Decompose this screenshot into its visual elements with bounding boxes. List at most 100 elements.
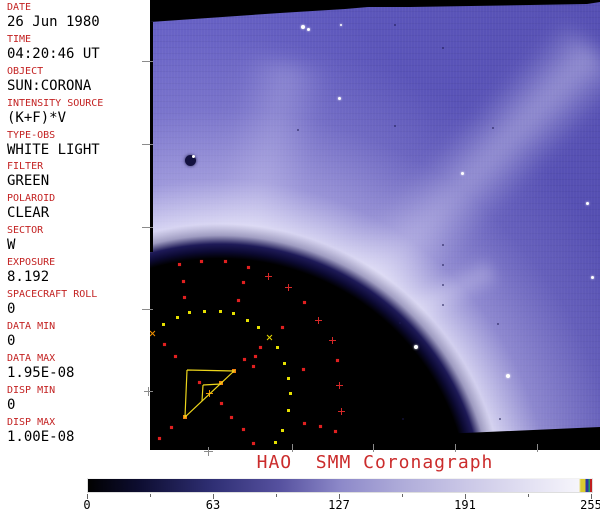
metadata-label: DISP MIN [7, 384, 56, 396]
red-fiducial-dot [219, 401, 223, 405]
colorbar-gradient [87, 478, 593, 493]
red-fiducial-dot [162, 342, 166, 346]
metadata-value: 1.00E-08 [7, 428, 75, 445]
yellow-fiducial-dot [231, 311, 235, 315]
bottom-edge-tick [292, 444, 293, 452]
pointer-polygon-line [201, 384, 204, 402]
image-edge-left [150, 22, 153, 252]
coronagraph-image [150, 0, 600, 450]
star-dot [506, 374, 510, 378]
metadata-item: INTENSITY SOURCE (K+F)*V [7, 98, 150, 130]
star-dot [585, 201, 589, 205]
red-fiducial-cross [314, 316, 322, 324]
image-title: HAO SMM Coronagraph [256, 452, 494, 473]
bottom-edge-tick [537, 444, 538, 452]
yellow-fiducial-dot [218, 309, 222, 313]
star-dot [460, 171, 464, 175]
metadata-label: TIME [7, 33, 32, 45]
yellow-fiducial-dot [273, 440, 277, 444]
red-fiducial-dot [246, 265, 250, 269]
metadata-item: SPACECRAFT ROLL 0 [7, 289, 150, 321]
metadata-value: SUN:CORONA [7, 77, 92, 94]
metadata-label: DATA MAX [7, 352, 56, 364]
metadata-label: DATA MIN [7, 320, 56, 332]
metadata-label: INTENSITY SOURCE [7, 97, 104, 109]
metadata-label: POLAROID [7, 193, 56, 205]
red-fiducial-dot [173, 354, 177, 358]
colorbar-tick-label: 191 [454, 498, 476, 512]
dark-speck [394, 24, 396, 26]
red-fiducial-dot [280, 325, 284, 329]
red-fiducial-dot [253, 354, 257, 358]
red-fiducial-cross [337, 407, 345, 415]
metadata-item: DISP MIN 0 [7, 385, 150, 417]
red-fiducial-dot [251, 441, 255, 445]
metadata-label: SPACECRAFT ROLL [7, 289, 98, 301]
colorbar-major-tick [339, 494, 340, 499]
colorbar-minor-tick [276, 494, 277, 497]
yellow-fiducial-dot [286, 408, 290, 412]
colorbar-major-tick [87, 494, 88, 499]
metadata-item: FILTER GREEN [7, 161, 150, 193]
colorbar-major-tick [465, 494, 466, 499]
bottom-edge-tick [373, 444, 374, 452]
dark-speck [492, 127, 494, 129]
metadata-label: FILTER [7, 161, 44, 173]
red-fiducial-dot [333, 429, 337, 433]
red-fiducial-cross [284, 283, 292, 291]
dark-speck [442, 47, 444, 49]
red-fiducial-dot [318, 424, 322, 428]
red-fiducial-dot [302, 421, 306, 425]
dark-speck [442, 244, 444, 246]
metadata-label: DISP MAX [7, 416, 56, 428]
red-fiducial-dot [223, 259, 227, 263]
star-dot [301, 25, 305, 29]
left-edge-tick [142, 144, 153, 145]
star-dot [414, 345, 418, 349]
star-dot [340, 24, 342, 26]
bottom-edge-cross [203, 446, 213, 456]
red-fiducial-cross [335, 381, 343, 389]
metadata-item: SECTOR W [7, 225, 150, 257]
pointer-polygon-line [202, 383, 222, 386]
red-fiducial-dot [251, 364, 255, 368]
colorbar-tick-label: 127 [328, 498, 350, 512]
pointer-polygon-line [184, 369, 236, 419]
red-fiducial-dot [182, 295, 186, 299]
metadata-value: 04:20:46 UT [7, 45, 100, 62]
yellow-fiducial-dot [256, 325, 260, 329]
red-fiducial-dot [258, 345, 262, 349]
metadata-label: TYPE-OBS [7, 129, 56, 141]
red-fiducial-cross [264, 272, 272, 280]
occulting-disk [150, 218, 510, 450]
metadata-value: 8.192 [7, 269, 50, 286]
colorbar-major-tick [591, 494, 592, 499]
red-fiducial-dot [242, 357, 246, 361]
dust-spot [185, 155, 196, 166]
intensity-colorbar: 0 63 127 191 255 [83, 477, 600, 512]
yellow-fiducial-dot [275, 345, 279, 349]
left-edge-tick [142, 309, 153, 310]
metadata-item: POLAROID CLEAR [7, 193, 150, 225]
metadata-item: TYPE-OBS WHITE LIGHT [7, 130, 150, 162]
metadata-item: DATA MIN 0 [7, 321, 150, 353]
bottom-edge-tick [455, 444, 456, 452]
metadata-value: W [7, 237, 16, 254]
star-dot [337, 96, 341, 100]
yellow-fiducial-dot [280, 428, 284, 432]
red-fiducial-dot [199, 259, 203, 263]
dark-speck [402, 418, 404, 420]
metadata-item: DATA MAX 1.95E-08 [7, 353, 150, 385]
colorbar-tick-label: 255 [580, 498, 600, 512]
yellow-fiducial-dot [187, 310, 191, 314]
metadata-item: TIME 04:20:46 UT [7, 34, 150, 66]
orange-plus-marker [205, 389, 213, 397]
metadata-value: 0 [7, 301, 16, 318]
metadata-label: OBJECT [7, 65, 44, 77]
red-fiducial-dot [177, 262, 181, 266]
yellow-fiducial-dot [282, 361, 286, 365]
metadata-value: (K+F)*V [7, 109, 67, 126]
pointer-polygon [184, 369, 236, 419]
red-fiducial-dot [157, 436, 161, 440]
